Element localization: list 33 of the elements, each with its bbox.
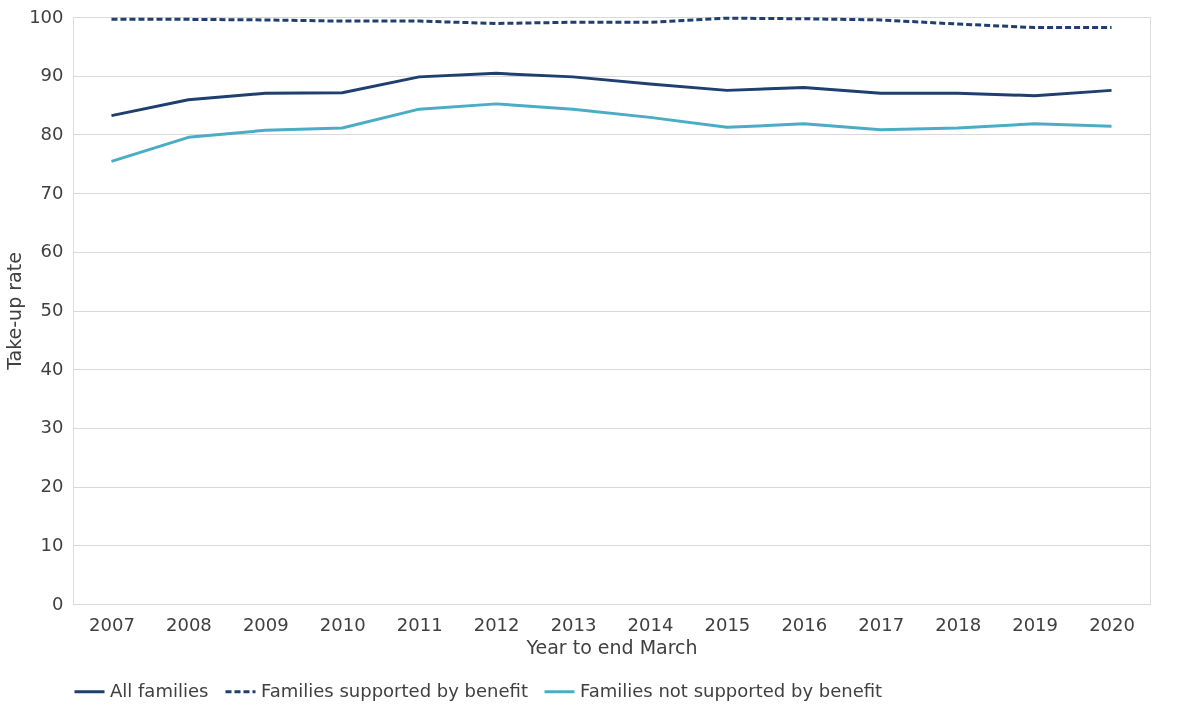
- x-tick-label: 2020: [1089, 613, 1135, 635]
- x-tick-label: 2014: [627, 613, 674, 635]
- x-tick-label: 2011: [396, 613, 443, 635]
- y-axis-title: Take-up rate: [3, 252, 26, 371]
- line-series: [109, 71, 1114, 118]
- y-tick-label: 20: [40, 475, 64, 497]
- y-tick-label: 60: [40, 240, 64, 262]
- x-tick-label: 2010: [319, 613, 366, 635]
- x-tick-label: 2019: [1012, 613, 1059, 635]
- x-tick-label: 2017: [858, 613, 905, 635]
- x-tick-label: 2018: [935, 613, 982, 635]
- y-tick-label: 100: [29, 5, 64, 27]
- x-tick-label: 2007: [89, 613, 135, 635]
- y-tick-label: 10: [40, 533, 64, 555]
- legend-label: Families supported by benefit: [261, 679, 528, 701]
- y-tick-label: 30: [40, 416, 64, 438]
- y-tick-label: 50: [40, 299, 64, 320]
- line-series: [109, 16, 1114, 30]
- legend-label: All families: [110, 679, 209, 701]
- y-tick-label: 80: [40, 122, 64, 144]
- x-tick-label: 2015: [704, 613, 751, 635]
- x-axis-title: Year to end March: [525, 635, 698, 658]
- x-tick-label: 2009: [242, 613, 289, 635]
- x-tick-label: 2013: [550, 613, 597, 635]
- y-tick-label: 0: [52, 592, 64, 614]
- legend-label: Families not supported by benefit: [580, 679, 883, 701]
- y-tick-label: 40: [40, 357, 64, 379]
- x-tick-label: 2016: [781, 613, 828, 635]
- y-tick-label: 90: [40, 64, 64, 86]
- y-tick-label: 70: [40, 181, 64, 203]
- x-tick-label: 2008: [165, 613, 212, 635]
- line-series: [109, 102, 1114, 163]
- x-tick-label: 2012: [473, 613, 520, 635]
